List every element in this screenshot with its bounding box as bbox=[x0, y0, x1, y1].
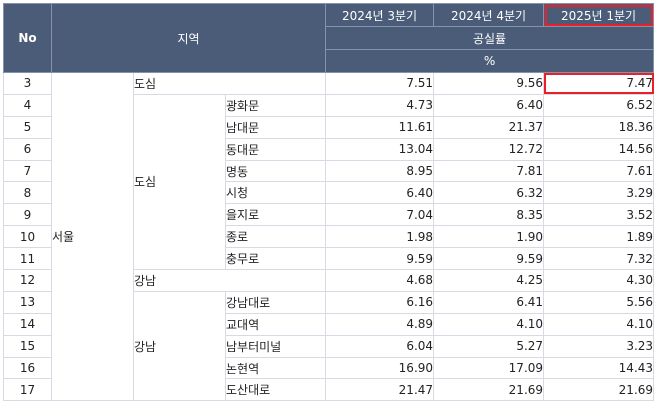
value-2024q4: 6.41 bbox=[433, 290, 545, 314]
table-row: 12 강남 4.68 4.25 4.30 bbox=[3, 269, 655, 292]
value-2025q1-highlighted[interactable]: 7.47 bbox=[543, 72, 655, 95]
value-2024q3: 7.51 bbox=[325, 72, 435, 95]
table-row: 14 교대역 4.89 4.10 4.10 bbox=[3, 312, 655, 336]
value-2024q4: 6.32 bbox=[433, 181, 545, 205]
value-2024q4: 12.72 bbox=[433, 137, 545, 161]
row-number: 7 bbox=[3, 159, 52, 183]
value-2025q1: 5.56 bbox=[543, 290, 655, 314]
district-cell: 도심 bbox=[133, 93, 226, 271]
header-period-2024q3[interactable]: 2024년 3분기 bbox=[325, 3, 435, 27]
area-cell: 남부터미널 bbox=[224, 334, 327, 358]
value-2025q1: 1.89 bbox=[543, 225, 655, 249]
header-no: No bbox=[3, 3, 52, 73]
area-cell: 광화문 bbox=[224, 93, 327, 117]
value-2024q3: 1.98 bbox=[325, 225, 435, 249]
value-2024q3: 9.59 bbox=[325, 247, 435, 271]
value-2025q1: 3.29 bbox=[543, 181, 655, 205]
value-2025q1: 3.23 bbox=[543, 334, 655, 358]
value-2025q1: 3.52 bbox=[543, 203, 655, 227]
row-number: 6 bbox=[3, 137, 52, 161]
value-2024q4: 6.40 bbox=[433, 93, 545, 117]
area-cell: 논현역 bbox=[224, 356, 327, 380]
row-number: 4 bbox=[3, 93, 52, 117]
header-unit: % bbox=[325, 49, 655, 73]
value-2024q4: 4.25 bbox=[433, 269, 545, 292]
row-number: 14 bbox=[3, 312, 52, 336]
area-cell: 남대문 bbox=[224, 115, 327, 139]
row-number: 3 bbox=[3, 72, 52, 95]
value-2024q3: 7.04 bbox=[325, 203, 435, 227]
value-2024q3: 4.89 bbox=[325, 312, 435, 336]
area-cell: 명동 bbox=[224, 159, 327, 183]
row-number: 5 bbox=[3, 115, 52, 139]
area-cell: 충무로 bbox=[224, 247, 327, 271]
value-2024q4: 4.10 bbox=[433, 312, 545, 336]
value-2024q4: 7.81 bbox=[433, 159, 545, 183]
value-2024q4: 17.09 bbox=[433, 356, 545, 380]
row-number: 10 bbox=[3, 225, 52, 249]
row-number: 12 bbox=[3, 269, 52, 292]
value-2025q1: 7.61 bbox=[543, 159, 655, 183]
value-2024q4: 1.90 bbox=[433, 225, 545, 249]
header-metric: 공실률 bbox=[325, 26, 655, 50]
value-2024q4: 8.35 bbox=[433, 203, 545, 227]
value-2024q3: 4.73 bbox=[325, 93, 435, 117]
row-number: 15 bbox=[3, 334, 52, 358]
table-row: 10 종로 1.98 1.90 1.89 bbox=[3, 225, 655, 249]
value-2024q3: 11.61 bbox=[325, 115, 435, 139]
header-region: 지역 bbox=[50, 3, 327, 73]
area-cell: 교대역 bbox=[224, 312, 327, 336]
value-2025q1: 4.30 bbox=[543, 269, 655, 292]
table-row: 7 명동 8.95 7.81 7.61 bbox=[3, 159, 655, 183]
value-2024q4: 21.37 bbox=[433, 115, 545, 139]
value-2025q1: 7.32 bbox=[543, 247, 655, 271]
value-2024q4: 21.69 bbox=[433, 378, 545, 402]
value-2024q3: 13.04 bbox=[325, 137, 435, 161]
table-row: 15 남부터미널 6.04 5.27 3.23 bbox=[3, 334, 655, 358]
header-period-2024q4[interactable]: 2024년 4분기 bbox=[433, 3, 545, 27]
value-2025q1: 14.43 bbox=[543, 356, 655, 380]
value-2024q3: 21.47 bbox=[325, 378, 435, 402]
value-2024q3: 8.95 bbox=[325, 159, 435, 183]
district-cell: 강남 bbox=[133, 290, 226, 402]
table-row: 11 충무로 9.59 9.59 7.32 bbox=[3, 247, 655, 271]
value-2024q3: 6.16 bbox=[325, 290, 435, 314]
vacancy-rate-table: No 지역 2024년 3분기 2024년 4분기 2025년 1분기 공실률 … bbox=[3, 3, 655, 402]
value-2024q4: 5.27 bbox=[433, 334, 545, 358]
value-2025q1: 21.69 bbox=[543, 378, 655, 402]
value-2024q3: 4.68 bbox=[325, 269, 435, 292]
table-row: 3 서울 도심 7.51 9.56 7.47 bbox=[3, 71, 655, 402]
value-2024q3: 6.04 bbox=[325, 334, 435, 358]
value-2025q1: 4.10 bbox=[543, 312, 655, 336]
row-number: 16 bbox=[3, 356, 52, 380]
row-number: 17 bbox=[3, 378, 52, 402]
area-cell: 강남대로 bbox=[224, 290, 327, 314]
value-2024q4: 9.56 bbox=[433, 72, 545, 95]
table-row: 17 도산대로 21.47 21.69 21.69 bbox=[3, 378, 655, 402]
value-2025q1: 6.52 bbox=[543, 93, 655, 117]
value-2025q1: 14.56 bbox=[543, 137, 655, 161]
area-cell: 시청 bbox=[224, 181, 327, 205]
row-number: 13 bbox=[3, 290, 52, 314]
district-cell: 도심 bbox=[132, 72, 327, 95]
value-2024q3: 16.90 bbox=[325, 356, 435, 380]
area-cell: 을지로 bbox=[224, 203, 327, 227]
city-cell: 서울 bbox=[51, 71, 134, 402]
table-row: 13 강남 강남대로 6.16 6.41 5.56 bbox=[3, 290, 655, 402]
value-2024q3: 6.40 bbox=[325, 181, 435, 205]
row-number: 8 bbox=[3, 181, 52, 205]
district-cell: 강남 bbox=[132, 269, 327, 292]
value-2025q1: 18.36 bbox=[543, 115, 655, 139]
row-number: 9 bbox=[3, 203, 52, 227]
value-2024q4: 9.59 bbox=[433, 247, 545, 271]
header-period-2025q1[interactable]: 2025년 1분기 bbox=[543, 3, 655, 27]
area-cell: 도산대로 bbox=[224, 378, 327, 402]
area-cell: 동대문 bbox=[224, 137, 327, 161]
table-row: 9 을지로 7.04 8.35 3.52 bbox=[3, 203, 655, 227]
row-number: 11 bbox=[3, 247, 52, 271]
area-cell: 종로 bbox=[224, 225, 327, 249]
table-row: 16 논현역 16.90 17.09 14.43 bbox=[3, 356, 655, 380]
